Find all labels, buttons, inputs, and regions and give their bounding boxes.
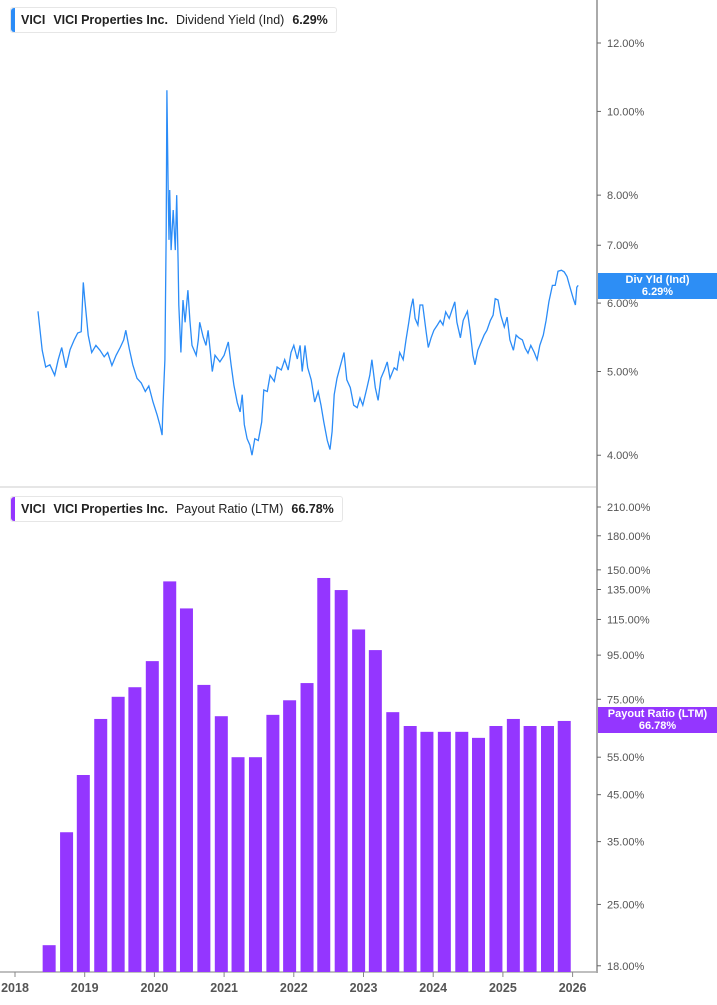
payout-bar[interactable] <box>60 832 74 972</box>
y-tick-label: 7.00% <box>607 240 638 252</box>
payout-bar[interactable] <box>179 608 193 972</box>
payout-bar[interactable] <box>163 581 177 972</box>
y-tick-label: 35.00% <box>607 837 645 849</box>
y-tick-label: 4.00% <box>607 450 638 462</box>
legend-color-swatch <box>11 497 15 521</box>
tag-value: 66.78% <box>638 720 677 732</box>
legend-value: 6.29% <box>292 13 328 27</box>
y-tick-label: 150.00% <box>607 565 651 577</box>
legend-company: VICI Properties Inc. <box>53 13 168 27</box>
payout-bar[interactable] <box>42 945 56 972</box>
payout-bar[interactable] <box>248 757 262 972</box>
x-tick-label: 2024 <box>419 981 447 995</box>
y-tick-label: 210.00% <box>607 502 651 514</box>
payout-bar[interactable] <box>266 714 280 972</box>
payout-bar[interactable] <box>145 661 159 972</box>
payout-bar[interactable] <box>76 774 90 972</box>
bottom-legend: VICI VICI Properties Inc. Payout Ratio (… <box>10 496 343 522</box>
x-tick-label: 2018 <box>1 981 29 995</box>
payout-bar[interactable] <box>403 726 417 972</box>
dividend-yield-line <box>37 90 579 456</box>
payout-bar[interactable] <box>386 712 400 972</box>
y-tick-label: 95.00% <box>607 650 645 662</box>
top-legend: VICI VICI Properties Inc. Dividend Yield… <box>10 7 337 33</box>
y-tick-label: 75.00% <box>607 694 645 706</box>
payout-bar[interactable] <box>214 716 228 972</box>
payout-bar[interactable] <box>472 737 486 972</box>
payout-bar[interactable] <box>128 687 142 972</box>
legend-metric: Payout Ratio (LTM) <box>175 502 284 516</box>
y-tick-label: 12.00% <box>607 38 645 50</box>
payout-bar[interactable] <box>111 696 125 972</box>
legend-value: 66.78% <box>291 502 334 516</box>
x-tick-label: 2023 <box>350 981 378 995</box>
payout-bar[interactable] <box>420 731 434 972</box>
legend-company: VICI Properties Inc. <box>53 502 168 516</box>
y-tick-label: 55.00% <box>607 752 645 764</box>
y-tick-label: 8.00% <box>607 190 638 202</box>
current-payout-tag: Payout Ratio (LTM) 66.78% <box>598 707 717 733</box>
x-tick-label: 2019 <box>71 981 99 995</box>
current-yield-tag: Div Yld (Ind) 6.29% <box>598 273 717 299</box>
payout-bar[interactable] <box>368 650 382 972</box>
tag-label: Payout Ratio (LTM) <box>607 708 708 720</box>
legend-metric: Dividend Yield (Ind) <box>175 13 285 27</box>
y-tick-label: 10.00% <box>607 106 645 118</box>
y-tick-label: 25.00% <box>607 899 645 911</box>
y-tick-label: 180.00% <box>607 531 651 543</box>
y-tick-label: 135.00% <box>607 585 651 597</box>
tag-label: Div Yld (Ind) <box>625 274 690 286</box>
payout-bar[interactable] <box>523 726 537 972</box>
payout-bar[interactable] <box>489 726 503 972</box>
payout-bar[interactable] <box>557 720 571 972</box>
payout-bar[interactable] <box>352 629 366 972</box>
payout-bar[interactable] <box>437 731 451 972</box>
x-tick-label: 2026 <box>559 981 587 995</box>
y-tick-label: 18.00% <box>607 961 645 973</box>
y-tick-label: 5.00% <box>607 367 638 379</box>
payout-bar[interactable] <box>283 700 297 972</box>
legend-ticker: VICI <box>21 13 46 27</box>
legend-color-swatch <box>11 8 15 32</box>
payout-bar[interactable] <box>506 718 520 972</box>
payout-bar[interactable] <box>300 683 314 972</box>
x-tick-label: 2021 <box>210 981 238 995</box>
payout-bar[interactable] <box>334 590 348 972</box>
y-tick-label: 6.00% <box>607 298 638 310</box>
legend-ticker: VICI <box>21 502 46 516</box>
payout-bar[interactable] <box>231 757 245 972</box>
y-tick-label: 45.00% <box>607 790 645 802</box>
payout-bar[interactable] <box>455 731 469 972</box>
tag-value: 6.29% <box>641 286 674 298</box>
x-tick-label: 2022 <box>280 981 308 995</box>
y-tick-label: 115.00% <box>607 614 650 626</box>
payout-bar[interactable] <box>317 577 331 972</box>
payout-bar[interactable] <box>197 684 211 972</box>
payout-bar[interactable] <box>94 718 108 972</box>
payout-bar[interactable] <box>541 726 555 972</box>
x-tick-label: 2020 <box>140 981 168 995</box>
x-tick-label: 2025 <box>489 981 517 995</box>
